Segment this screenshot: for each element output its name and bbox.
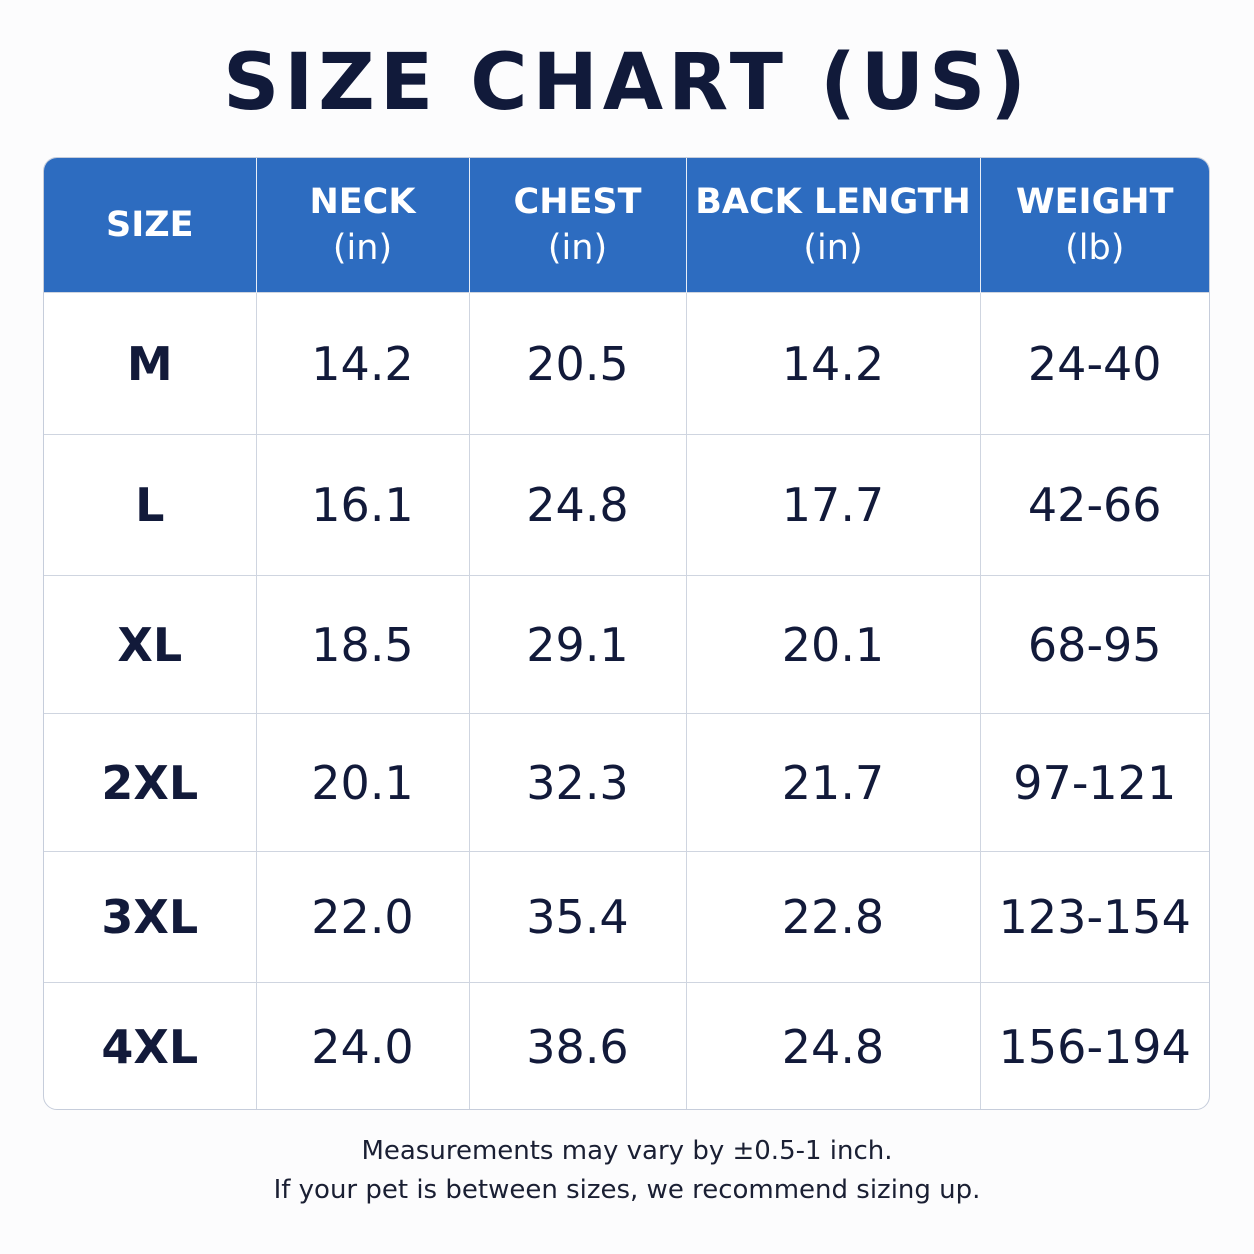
value-cell: 20.1 [256,713,470,852]
value-cell: 35.4 [469,851,687,983]
value-cell: 22.0 [256,851,470,983]
value-cell: 22.8 [686,851,981,983]
value-cell: 24.8 [686,982,981,1109]
value-cell: 68-95 [980,575,1209,714]
value-cell: 20.5 [469,292,687,435]
value-cell: 32.3 [469,713,687,852]
header-unit: (lb) [1065,228,1125,268]
value-cell: 24-40 [980,292,1209,435]
table-body: M 14.2 20.5 14.2 24-40 L 16.1 24.8 17.7 42-66 XL 18… [44,292,1209,1109]
value-cell: 42-66 [980,434,1209,576]
header-unit: (in) [332,228,393,268]
note: If your pet is between sizes, we recomme… [273,1175,981,1205]
header-name: BACK LENGTH [695,182,971,222]
value-cell: 97-121 [980,713,1209,852]
header-unit: (in) [803,228,863,268]
table-frame: SIZE NECK (in) CHEST (in) BACK LENGTH (in) WEIG… [43,157,1210,1110]
title: SIZE CHART (US) [223,38,1031,128]
column-header: CHEST (in) [469,158,687,293]
column-header: SIZE [44,158,257,293]
value-cell: 14.2 [686,292,981,435]
table-row: 3XL 22.0 35.4 22.8 123-154 [44,851,1209,983]
header-row: SIZE NECK (in) CHEST (in) BACK LENGTH (in) WEIG… [44,158,1209,293]
value-cell: 123-154 [980,851,1209,983]
value-cell: 38.6 [469,982,687,1109]
note: Measurements may vary by ±0.5-1 inch. [361,1136,893,1166]
column-header: NECK (in) [256,158,470,293]
size-table: SIZE NECK (in) CHEST (in) BACK LENGTH (in) WEIG… [44,158,1209,1109]
value-cell: 20.1 [686,575,981,714]
value-cell: 14.2 [256,292,470,435]
column-header: BACK LENGTH (in) [686,158,981,293]
value-cell: 16.1 [256,434,470,576]
header-name: WEIGHT [1016,182,1174,222]
size-cell: XL [44,575,257,714]
value-cell: 18.5 [256,575,470,714]
column-header: WEIGHT (lb) [980,158,1209,293]
table-row: XL 18.5 29.1 20.1 68-95 [44,575,1209,714]
header-unit: (in) [547,228,608,268]
table-row: M 14.2 20.5 14.2 24-40 [44,292,1209,435]
header-name: SIZE [105,205,194,245]
value-cell: 24.0 [256,982,470,1109]
value-cell: 17.7 [686,434,981,576]
size-cell: 4XL [44,982,257,1109]
size-cell: L [44,434,257,576]
value-cell: 24.8 [469,434,687,576]
value-cell: 156-194 [980,982,1209,1109]
value-cell: 29.1 [469,575,687,714]
size-cell: 2XL [44,713,257,852]
table-row: 4XL 24.0 38.6 24.8 156-194 [44,982,1209,1109]
table-row: 2XL 20.1 32.3 21.7 97-121 [44,713,1209,852]
value-cell: 21.7 [686,713,981,852]
table-row: L 16.1 24.8 17.7 42-66 [44,434,1209,576]
size-cell: 3XL [44,851,257,983]
size-cell: M [44,292,257,435]
header-name: CHEST [513,182,642,222]
header-name: NECK [309,182,416,222]
